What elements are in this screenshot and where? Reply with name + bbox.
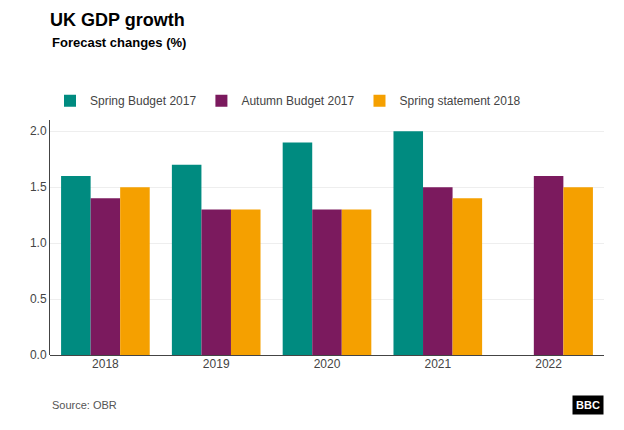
svg-text:2.0: 2.0 [30, 124, 47, 138]
svg-text:Autumn Budget 2017: Autumn Budget 2017 [241, 94, 354, 108]
svg-text:Forecast changes (%): Forecast changes (%) [52, 35, 186, 50]
svg-text:2018: 2018 [92, 357, 119, 371]
svg-text:1.0: 1.0 [30, 236, 47, 250]
svg-text:1.5: 1.5 [30, 180, 47, 194]
svg-text:2019: 2019 [203, 357, 230, 371]
svg-text:UK GDP growth: UK GDP growth [50, 10, 185, 30]
svg-text:Spring statement 2018: Spring statement 2018 [399, 94, 520, 108]
svg-text:0.0: 0.0 [30, 348, 47, 362]
svg-text:2020: 2020 [314, 357, 341, 371]
svg-text:BBC: BBC [576, 399, 600, 411]
svg-text:2021: 2021 [424, 357, 451, 371]
svg-text:Spring Budget 2017: Spring Budget 2017 [90, 94, 196, 108]
svg-text:0.5: 0.5 [30, 292, 47, 306]
svg-text:2022: 2022 [535, 357, 562, 371]
svg-text:Source: OBR: Source: OBR [52, 399, 117, 411]
